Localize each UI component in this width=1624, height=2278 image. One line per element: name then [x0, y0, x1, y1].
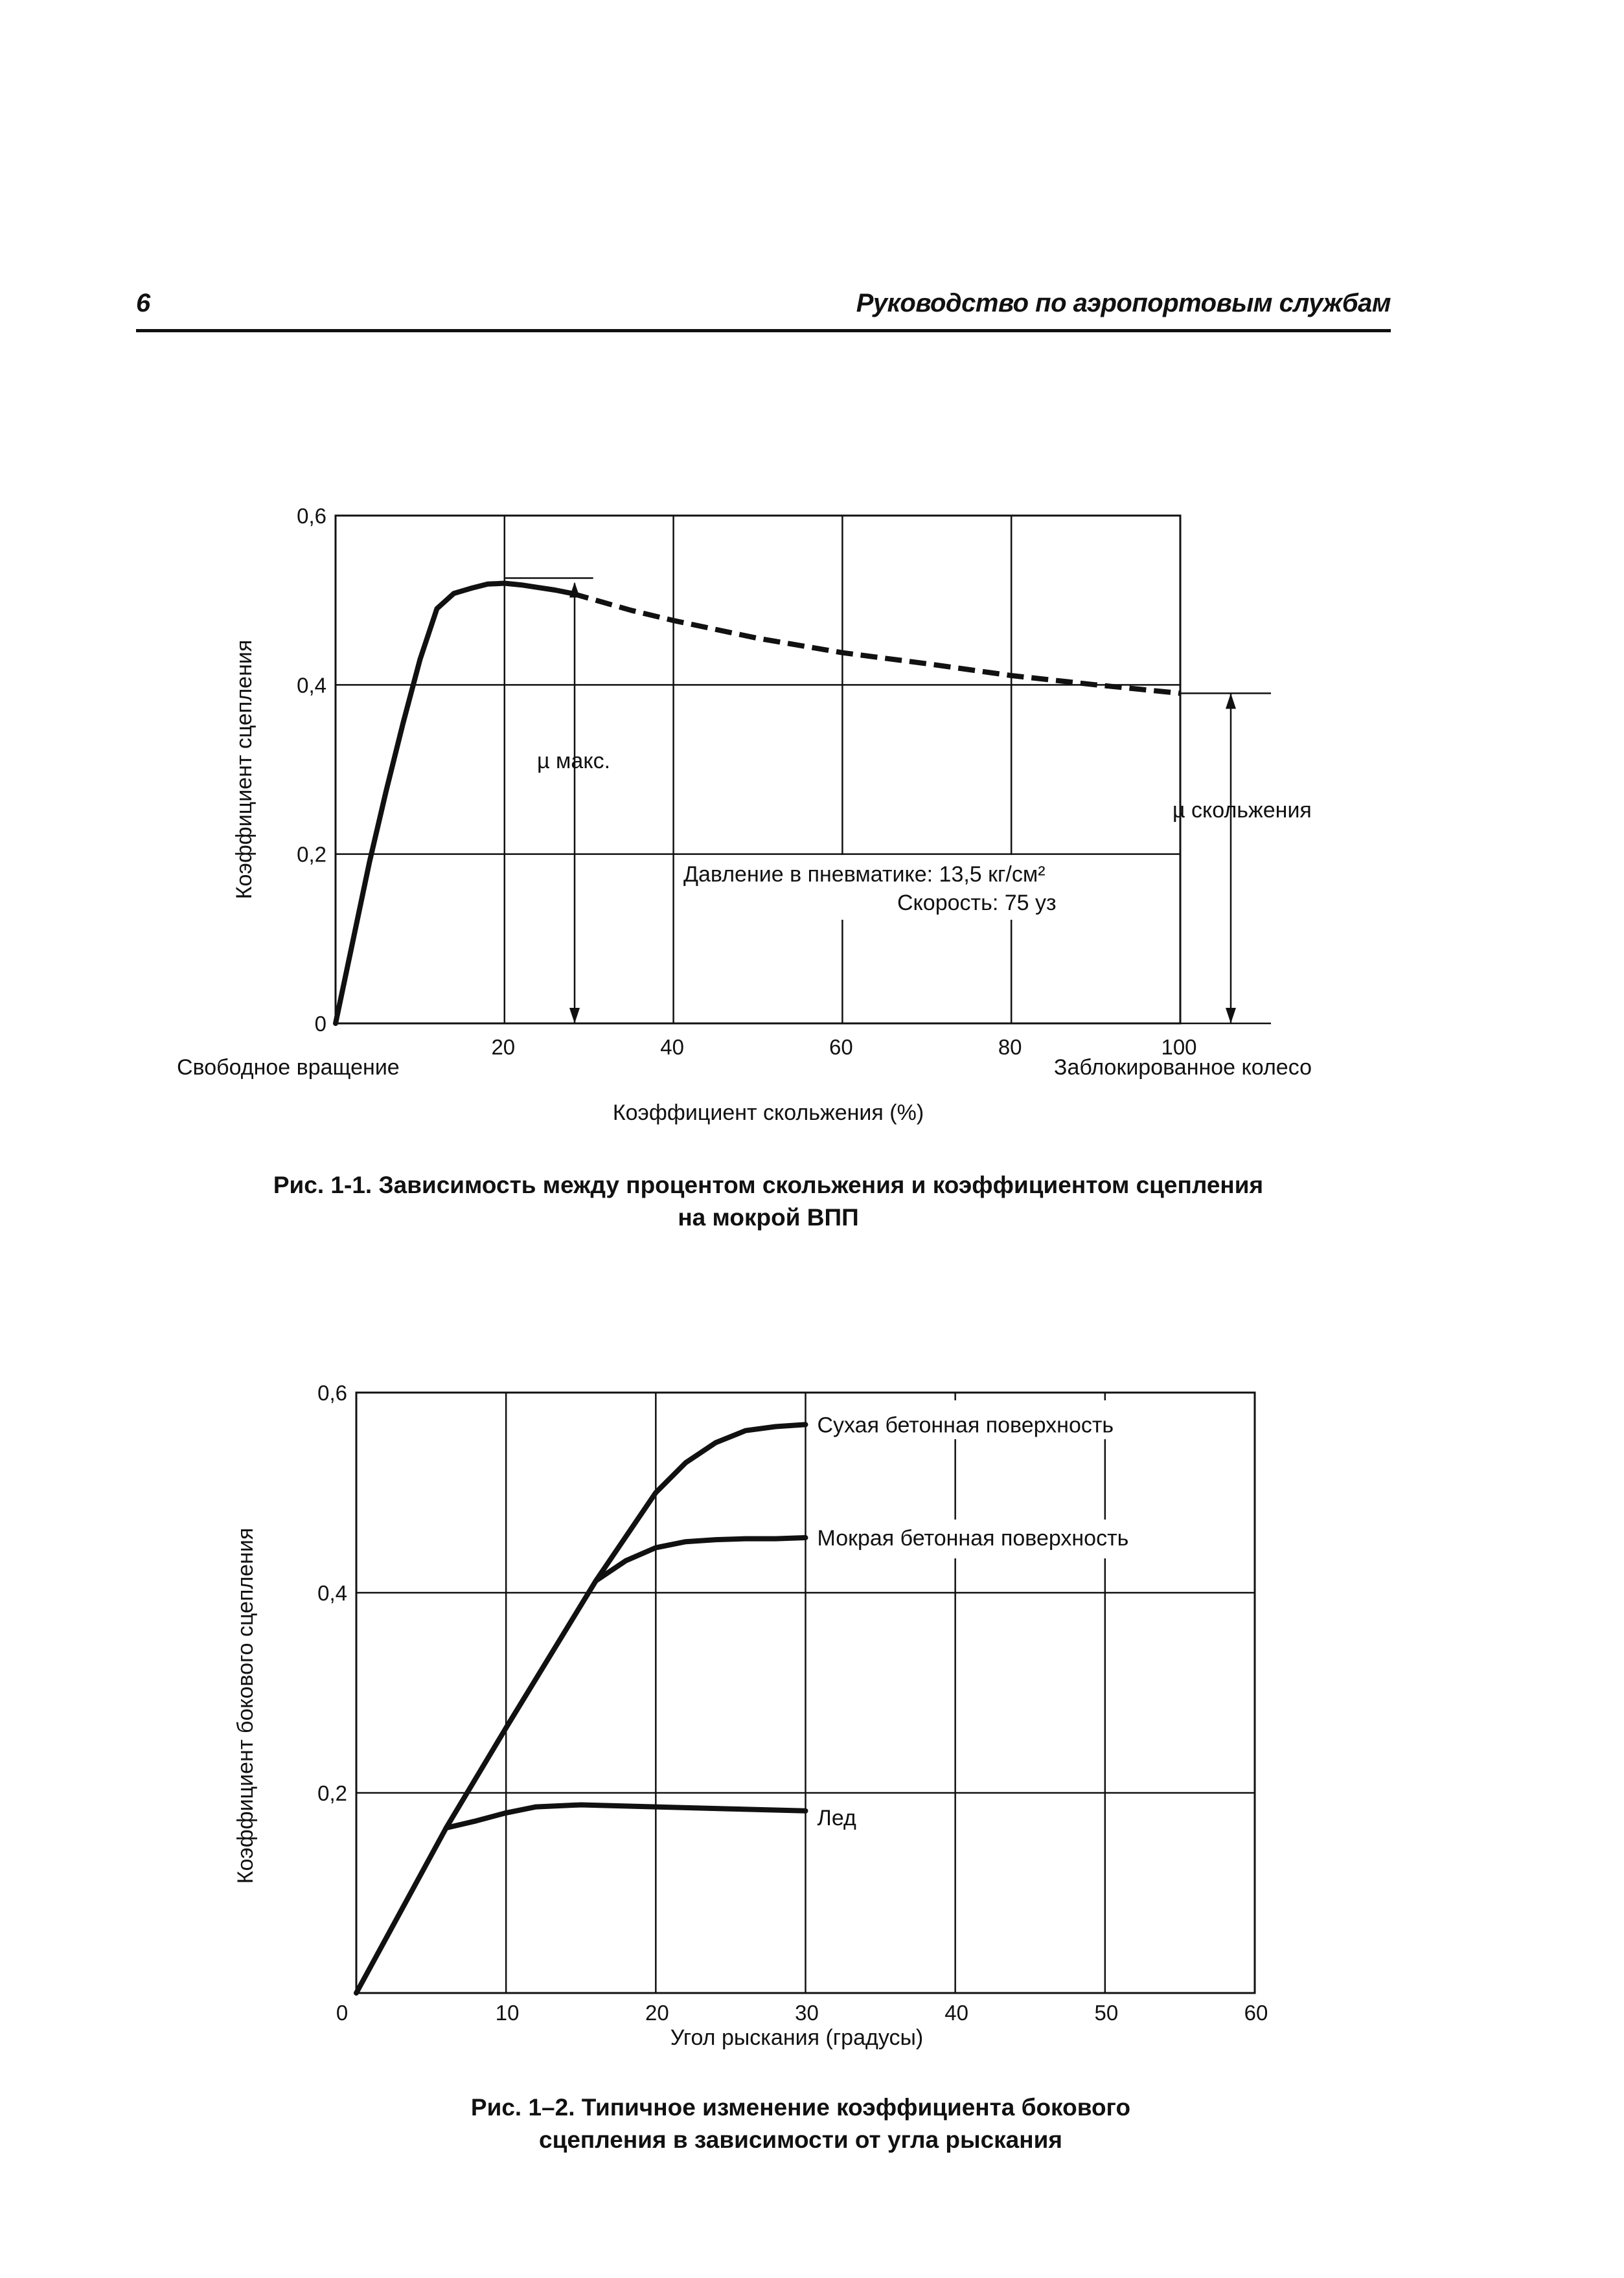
- chart1-x-tick-label: 20: [491, 1035, 515, 1059]
- chart1-left-end-label: Свободное вращение: [177, 1055, 400, 1080]
- chart2-y-axis-label: Коэффициент бокового сцепления: [233, 1528, 258, 1884]
- chart1-mu-slide-arrowhead-down: [1226, 1008, 1236, 1023]
- chart2-y-tick-label: 0,2: [317, 1781, 347, 1805]
- chart1-right-end-label: Заблокированное колесо: [1054, 1055, 1312, 1080]
- chart1-mu-max-arrowhead-down: [569, 1008, 580, 1023]
- chart1-plot-frame: [334, 514, 1182, 1025]
- chart1-x-tick-label: 60: [829, 1035, 853, 1059]
- chart1-speed-label: Скорость: 75 уз: [897, 891, 1057, 915]
- chart1-curve-solid: [333, 580, 575, 1026]
- chart1-mu-slide-label: µ скольжения: [1172, 798, 1312, 823]
- chart1-y-axis-label: Коэффициент сцепления: [232, 640, 257, 900]
- chart2-x-tick-label: 0: [336, 2001, 348, 2025]
- chart1-mu-slide-arrowhead-up: [1226, 693, 1236, 709]
- chart2-caption-line1: Рис. 1–2. Типичное изменение коэффициент…: [471, 2094, 1130, 2121]
- chart1-pressure-label: Давление в пневматике: 13,5 кг/см²: [683, 862, 1046, 887]
- chart1-annotation-lines: [504, 577, 1271, 1023]
- chart2-series-dry-label: Сухая бетонная поверхность: [818, 1413, 1114, 1437]
- chart2-grid: [355, 1391, 1256, 1994]
- chart1-ticks: 20 40 60 80 100 0 0,2 0,4 0,6: [297, 504, 1196, 1059]
- chart1-x-tick-label: 100: [1161, 1035, 1196, 1059]
- chart2-ticks: 0 10 20 30 40 50 60 0,2 0,4 0,6: [317, 1381, 1268, 2025]
- chart1-caption-line1: Рис. 1-1. Зависимость между процентом ск…: [273, 1172, 1263, 1198]
- chart2-x-tick-label: 40: [944, 2001, 968, 2025]
- header-rule: [136, 329, 1391, 332]
- chart2-x-tick-label: 50: [1094, 2001, 1118, 2025]
- chart2-series: Сухая бетонная поверхность Мокрая бетонна…: [354, 1413, 1129, 1996]
- chart1-y-tick-label: 0,2: [297, 843, 326, 867]
- chart2-x-tick-label: 10: [496, 2001, 520, 2025]
- chart2-y-tick-label: 0,4: [317, 1581, 347, 1605]
- chart1-x-tick-label: 40: [660, 1035, 684, 1059]
- chart1-curve-dashed: [571, 591, 1181, 696]
- chart2-series-ice: [443, 1802, 808, 1831]
- chart1-mu-max-label: µ макс.: [537, 749, 610, 773]
- chart2-y-tick-label: 0,6: [317, 1381, 347, 1405]
- chart2-x-tick-label: 30: [795, 2001, 819, 2025]
- chart2-x-tick-label: 20: [645, 2001, 669, 2025]
- chart2-series-wet: [593, 1535, 808, 1584]
- chart1-y-tick-label: 0,4: [297, 673, 326, 697]
- chart1-annotation-background: [680, 855, 1160, 920]
- chart2-series-ice-label: Лед: [818, 1806, 856, 1830]
- chart1-x-axis-label: Коэффициент скольжения (%): [613, 1100, 924, 1125]
- chart2-dry-label-background: [810, 1400, 1250, 1439]
- chart1-y-tick-label: 0,6: [297, 504, 326, 528]
- chart1-grid: [334, 514, 1271, 1025]
- chart2-series-wet-label: Мокрая бетонная поверхность: [818, 1526, 1129, 1551]
- page-number: 6: [136, 289, 151, 317]
- chart2-caption-line2: сцепления в зависимости от угла рыскания: [539, 2126, 1062, 2153]
- chart1-mu-max-arrowhead-up: [569, 582, 580, 598]
- chart2-series-dry: [354, 1422, 808, 1996]
- chart2-x-axis-label: Угол рыскания (градусы): [670, 2025, 923, 2050]
- chart2-ice-label-background: [810, 1807, 887, 1846]
- chart1-x-tick-label: 80: [998, 1035, 1022, 1059]
- chart2-wet-label-background: [810, 1520, 1250, 1558]
- chart1-caption-line2: на мокрой ВПП: [678, 1204, 858, 1231]
- chart2-x-tick-label: 60: [1244, 2001, 1268, 2025]
- running-title: Руководство по аэропортовым службам: [856, 289, 1391, 317]
- chart1-y-tick-label: 0: [315, 1012, 326, 1036]
- chart1-series: [333, 580, 1181, 1026]
